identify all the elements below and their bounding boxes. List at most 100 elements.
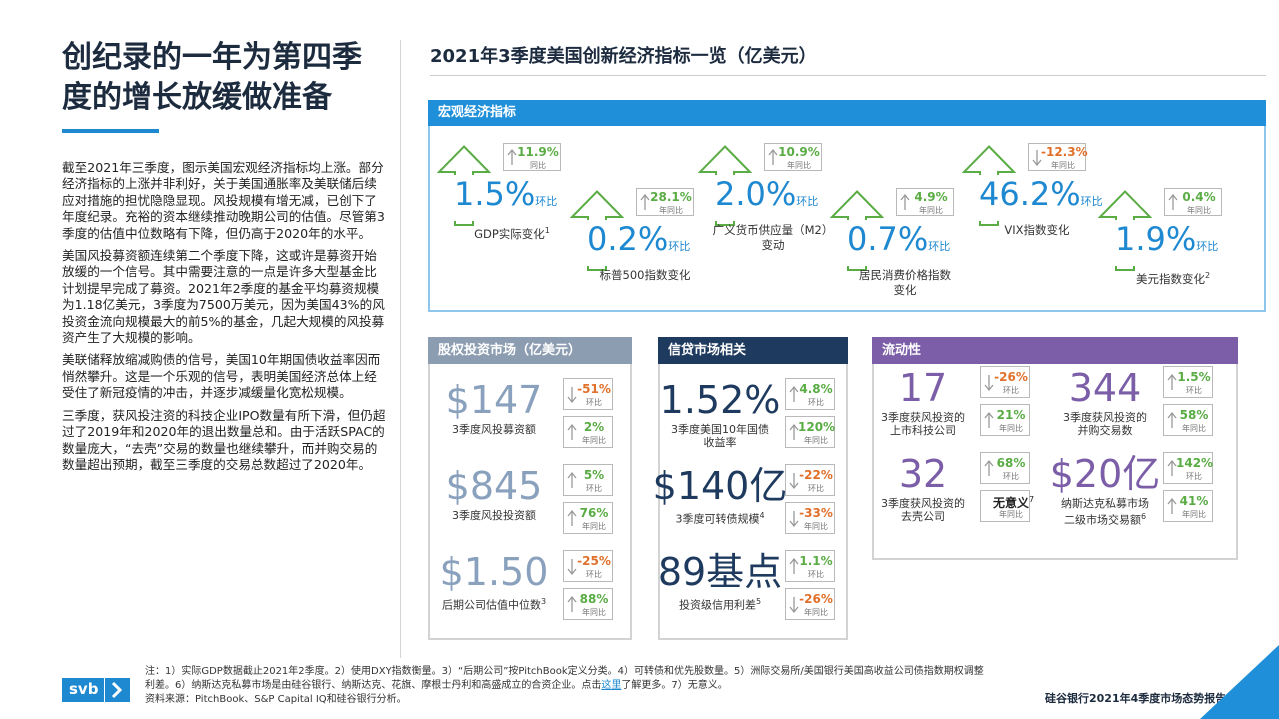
- metric-value: 17: [898, 366, 948, 410]
- panel-header: 信贷市场相关: [658, 337, 848, 364]
- change-value: 28.1%: [649, 190, 693, 204]
- footnote-link[interactable]: 这里: [601, 680, 622, 691]
- label-line: 3季度风投投资额: [424, 509, 564, 522]
- metric-label: 3季度风投投资额: [424, 509, 564, 522]
- change-label: 年同比: [919, 206, 943, 215]
- heading-rule: [430, 75, 1266, 76]
- change-box: -26% 年同比: [785, 588, 835, 620]
- change-label: 环比: [586, 398, 602, 407]
- footnote-text: 了解更多。7）无意义。: [621, 680, 728, 691]
- label-line: 投资级信用利差5: [650, 595, 790, 612]
- change-label: 年同比: [787, 161, 811, 170]
- label-text: 二级市场交易额: [1063, 513, 1141, 527]
- change-label: 环比: [586, 570, 602, 579]
- indicator-value: 0.7%环比: [847, 220, 951, 266]
- label-text: 3季度获风投资的: [881, 497, 965, 510]
- metric-label: 投资级信用利差5: [650, 595, 790, 612]
- label-line: 3季度获风投资的: [1035, 411, 1175, 424]
- change-arrow: [567, 471, 577, 488]
- change-arrow: [567, 595, 577, 612]
- label-text: GDP实际变化: [474, 226, 545, 241]
- metric-value: 32: [898, 452, 948, 496]
- label-text: 标普500指数变化: [599, 268, 691, 282]
- change-value-text: -33%: [799, 506, 833, 520]
- change-label: 年同比: [1182, 424, 1206, 433]
- change-label: 年同比: [804, 436, 828, 445]
- value-unit: 环比: [535, 195, 558, 208]
- metric-label: 3季度获风投资的 并购交易数: [1035, 411, 1175, 437]
- indicator-label: 标普500指数变化: [578, 268, 712, 283]
- paragraph: 三季度，获风投注资的科技企业IPO数量有所下滑，但仍超过了2019年和2020年…: [62, 407, 386, 472]
- label-line: GDP实际变化1: [445, 223, 579, 242]
- footnote-ref: 2: [1204, 271, 1211, 280]
- change-label: 环比: [808, 398, 824, 407]
- change-value: 11.9%: [516, 145, 560, 159]
- change-value: 88%: [576, 592, 612, 606]
- slide-title: 创纪录的一年为第四季 度的增长放缓做准备: [62, 38, 362, 118]
- change-value: 0.4%: [1177, 190, 1221, 204]
- value-unit: 环比: [1080, 195, 1103, 208]
- change-box: -12.3% 年同比: [1028, 143, 1088, 171]
- change-arrow: [1167, 411, 1177, 428]
- metric-value: $1.50: [439, 550, 549, 594]
- footnote-ref: 5: [755, 597, 762, 606]
- label-text: VIX指数变化: [1004, 223, 1070, 237]
- change-label: 年同比: [804, 522, 828, 531]
- change-value-text: 58%: [1179, 408, 1209, 422]
- change-arrow: [567, 509, 577, 526]
- change-value-text: -51%: [577, 382, 611, 396]
- change-arrow: [1032, 150, 1042, 167]
- label-line: 纳斯达克私募市场: [1035, 497, 1175, 510]
- metric-label: 后期公司估值中位数3: [424, 595, 564, 612]
- label-text: 广义货币供应量（M2）: [712, 223, 834, 237]
- change-value-text: -25%: [577, 554, 611, 568]
- change-label: 环比: [1186, 386, 1202, 395]
- change-box: 21% 年同比: [980, 404, 1030, 436]
- indicator-value: 1.9%环比: [1115, 220, 1219, 266]
- label-line: 3季度获风投资的: [853, 411, 993, 424]
- metric-value: $147: [445, 378, 543, 422]
- change-arrow: [1167, 373, 1177, 390]
- metric-label: 纳斯达克私募市场 二级市场交易额6: [1035, 497, 1175, 527]
- change-box: 5% 环比: [563, 464, 613, 496]
- value-text: 1.5%: [454, 175, 536, 213]
- label-line: 变动: [706, 238, 840, 253]
- change-value-text: 0.4%: [1182, 190, 1216, 204]
- change-arrow: [507, 148, 517, 165]
- change-value-text: 1.1%: [799, 554, 833, 568]
- change-box: 1.5% 环比: [1163, 366, 1213, 398]
- value-unit: 环比: [796, 195, 819, 208]
- label-line: 上市科技公司: [853, 424, 993, 437]
- metric-label: 3季度风投募资额: [424, 423, 564, 436]
- change-value-text: -26%: [994, 370, 1028, 384]
- change-value: 4.8%: [798, 382, 834, 396]
- change-label: 环比: [808, 484, 824, 493]
- label-text: 纳斯达克私募市场: [1061, 497, 1149, 510]
- change-value-text: 10.9%: [778, 145, 820, 159]
- footnote-line: 资料来源：PitchBook、S&P Capital IQ和硅谷银行分析。: [145, 693, 407, 706]
- indicator-value: 1.5%环比: [454, 175, 558, 221]
- paragraph: 截至2021年三季度，图示美国宏观经济指标均上涨。部分经济指标的上涨并非利好，关…: [62, 160, 385, 241]
- change-box: -22% 环比: [785, 464, 835, 496]
- value-unit: 环比: [668, 240, 691, 253]
- label-line: 二级市场交易额6: [1035, 510, 1175, 527]
- change-box: 142% 环比: [1163, 452, 1213, 484]
- change-value-text: 21%: [996, 408, 1026, 422]
- indicator-label: 美元指数变化2: [1106, 268, 1240, 287]
- metric-value: $845: [445, 464, 543, 508]
- change-value: -12.3%: [1041, 145, 1088, 159]
- change-arrow: [789, 597, 799, 614]
- footnote-ref: 7: [1029, 495, 1035, 504]
- change-arrow: [1167, 497, 1177, 514]
- metric-label: 3季度可转债规模4: [650, 509, 790, 526]
- indicator-label: 广义货币供应量（M2） 变动: [706, 223, 840, 253]
- footnote-text: 利差。6）纳斯达克私募市场是由硅谷银行、纳斯达克、花旗、摩根士丹利和高盛成立的合…: [145, 680, 602, 691]
- change-value: 142%: [1176, 456, 1213, 470]
- label-line: 广义货币供应量（M2）: [706, 223, 840, 238]
- change-value: 4.9%: [909, 190, 953, 204]
- change-value: 58%: [1176, 408, 1212, 422]
- change-value-text: 68%: [996, 456, 1026, 470]
- metric-value: $140亿: [652, 464, 788, 508]
- value-unit: 环比: [1196, 240, 1219, 253]
